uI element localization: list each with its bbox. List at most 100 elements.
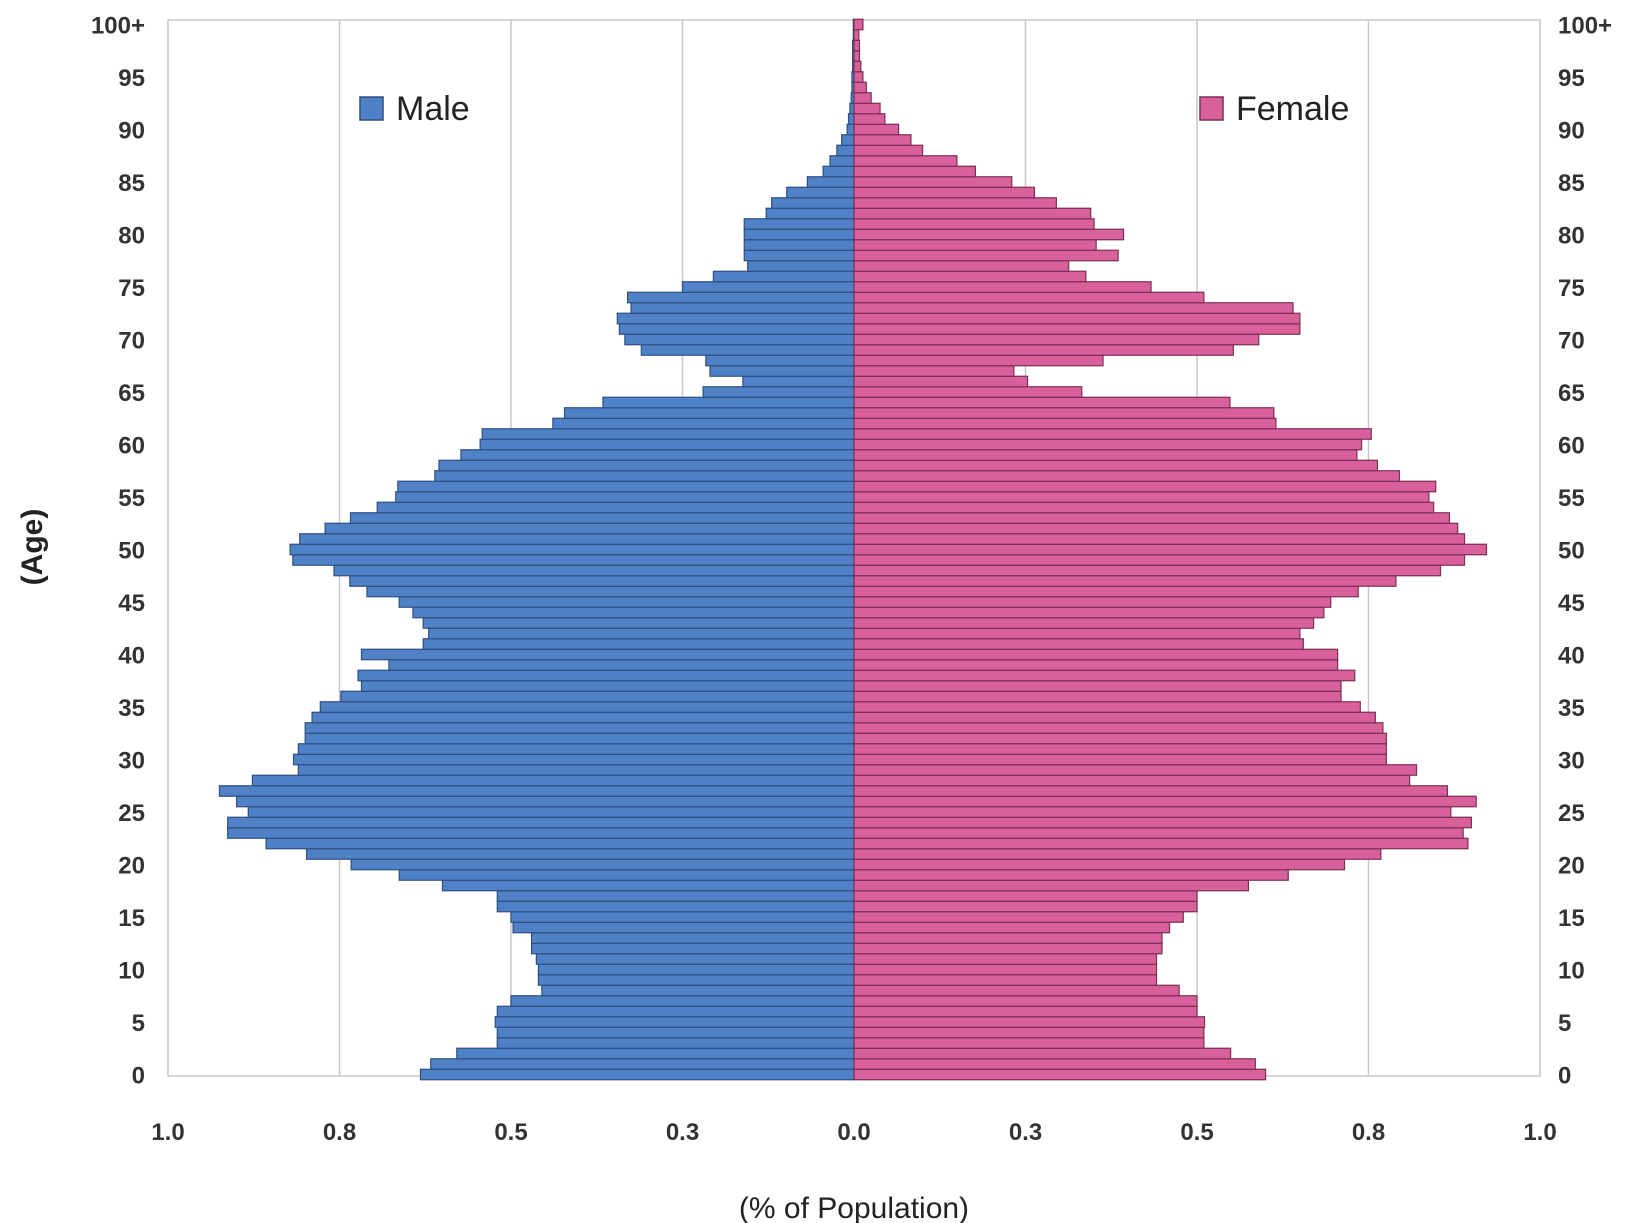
male-bar-age-68 — [705, 354, 855, 367]
age-tick-right: 35 — [1558, 695, 1585, 722]
age-tick-left: 95 — [118, 65, 145, 92]
legend: Male Female — [359, 90, 1349, 128]
age-tick-right: 70 — [1558, 328, 1585, 355]
female-bar-age-99 — [853, 29, 860, 41]
male-bar-age-9 — [537, 974, 855, 986]
male-bar-age-79 — [743, 239, 855, 251]
female-bar-age-47 — [853, 575, 1397, 587]
male-bar-age-2 — [456, 1047, 855, 1060]
age-tick-right: 60 — [1558, 433, 1585, 460]
female-bar-age-48 — [853, 564, 1442, 577]
x-tick-label: 0.3 — [666, 1119, 699, 1146]
age-tick-left: 30 — [118, 748, 145, 775]
male-bar-age-25 — [247, 806, 855, 818]
male-bar-age-20 — [350, 858, 855, 871]
age-tick-right: 55 — [1558, 485, 1585, 512]
age-tick-right: 80 — [1558, 223, 1585, 250]
male-bar-age-64 — [602, 396, 855, 409]
female-bar-age-8 — [853, 984, 1180, 997]
female-bar-age-38 — [853, 669, 1356, 682]
female-bar-age-42 — [853, 627, 1301, 640]
male-bar-age-92 — [849, 102, 855, 115]
female-bar-age-71 — [853, 323, 1301, 335]
male-bar-age-29 — [297, 764, 855, 776]
age-tick-left: 40 — [118, 643, 145, 670]
male-bar-age-46 — [366, 585, 855, 598]
male-bar-age-87 — [829, 155, 855, 167]
female-bar-age-98 — [853, 39, 861, 52]
male-bar-age-59 — [460, 449, 855, 461]
female-bar-age-31 — [853, 743, 1387, 755]
age-tick-left: 10 — [118, 958, 145, 985]
male-bar-age-53 — [349, 512, 855, 524]
male-bar-age-48 — [333, 564, 855, 577]
female-bar-age-78 — [853, 249, 1119, 262]
female-bar-age-88 — [853, 144, 924, 157]
female-bar-age-56 — [853, 480, 1437, 493]
male-bar-age-67 — [709, 365, 855, 377]
female-bar-age-85 — [853, 176, 1013, 188]
male-bar-age-61 — [481, 428, 855, 440]
male-bar-age-31 — [297, 743, 855, 755]
female-bar-age-24 — [853, 816, 1473, 829]
age-tick-left: 25 — [118, 800, 145, 827]
male-bar-age-85 — [806, 176, 855, 188]
female-bar-age-11 — [853, 953, 1158, 965]
female-bar-age-43 — [853, 617, 1315, 629]
female-bar-age-28 — [853, 774, 1411, 787]
male-bar-age-40 — [360, 648, 855, 661]
male-bar-age-5 — [494, 1016, 855, 1028]
x-tick-label: 0.5 — [1180, 1119, 1213, 1146]
female-bar-age-25 — [853, 806, 1452, 818]
x-tick-label: 0.0 — [837, 1119, 870, 1146]
age-tick-left: 65 — [118, 380, 145, 407]
age-tick-left: 80 — [118, 223, 145, 250]
female-bar-age-75 — [853, 281, 1152, 293]
age-tick-right: 30 — [1558, 748, 1585, 775]
female-bar-age-62 — [853, 417, 1277, 430]
female-bar-age-72 — [853, 312, 1301, 325]
x-tick-label: 0.5 — [494, 1119, 527, 1146]
female-bar-age-15 — [853, 911, 1184, 923]
female-bar-age-80 — [853, 228, 1125, 241]
male-bar-age-69 — [640, 344, 855, 356]
male-bar-age-90 — [846, 123, 855, 136]
female-bar-age-82 — [853, 207, 1092, 220]
female-bar-age-90 — [853, 123, 900, 136]
y-axis-title: (Age) — [16, 509, 49, 586]
male-bar-age-19 — [398, 869, 855, 881]
male-bar-age-11 — [535, 953, 855, 965]
female-bar-age-22 — [853, 837, 1469, 850]
age-tick-left: 15 — [118, 905, 145, 932]
female-bar-age-54 — [853, 501, 1435, 514]
age-tick-right: 45 — [1558, 590, 1585, 617]
age-tick-left: 55 — [118, 485, 145, 512]
x-tick-label: 0.8 — [323, 1119, 356, 1146]
male-bar-age-37 — [360, 680, 855, 692]
age-tick-left: 75 — [118, 275, 145, 302]
age-tick-right: 50 — [1558, 538, 1585, 565]
female-bar-age-40 — [853, 648, 1339, 661]
male-bar-age-16 — [496, 900, 855, 913]
legend-label-female: Female — [1236, 90, 1349, 128]
female-bar-age-5 — [853, 1016, 1206, 1028]
x-tick-label: 0.8 — [1352, 1119, 1385, 1146]
female-bars — [853, 18, 1488, 1081]
female-bar-age-2 — [853, 1047, 1232, 1060]
male-bar-age-88 — [836, 144, 855, 157]
male-bar-age-21 — [305, 848, 855, 860]
age-tick-left: 0 — [132, 1063, 145, 1090]
male-bar-age-60 — [479, 438, 855, 451]
x-tick-label: 1.0 — [1523, 1119, 1556, 1146]
male-bar-age-78 — [743, 249, 855, 262]
female-bar-age-37 — [853, 680, 1342, 692]
male-bar-age-73 — [630, 302, 855, 314]
male-bar-age-65 — [702, 386, 855, 398]
age-tick-left: 20 — [118, 853, 145, 880]
male-bar-age-7 — [510, 995, 855, 1007]
female-bar-age-96 — [853, 60, 862, 73]
male-bar-age-71 — [618, 323, 855, 335]
age-tick-right: 65 — [1558, 380, 1585, 407]
female-bar-age-17 — [853, 890, 1198, 902]
